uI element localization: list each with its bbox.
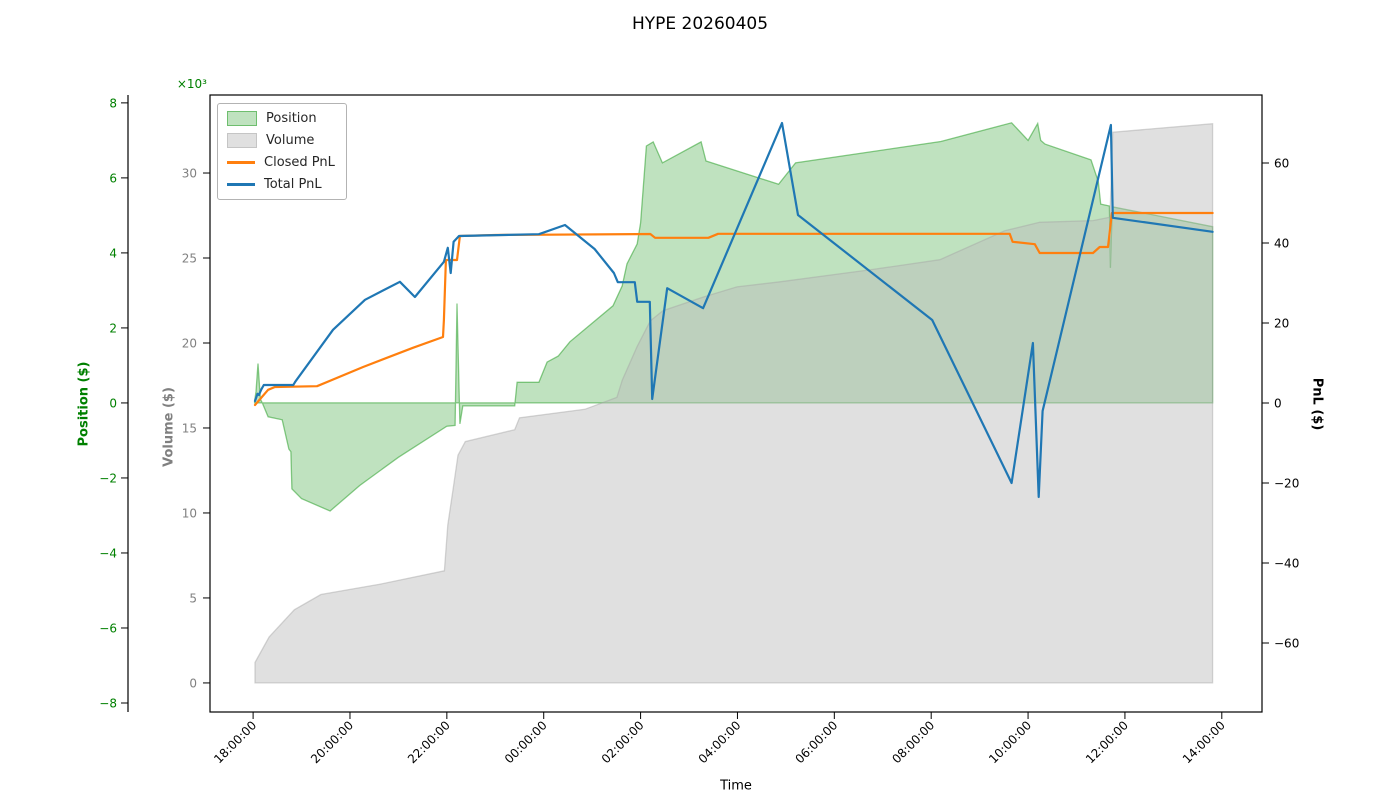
x-tick-label: 14:00:00 [1180,718,1228,766]
volume-axis-label: Volume ($) [161,387,177,467]
legend-item-position: Position [227,111,335,126]
pnl-tick-label: −20 [1274,477,1299,491]
pnl-tick-label: 40 [1274,237,1289,251]
pnl-tick-label: 0 [1274,397,1282,411]
legend-label: Volume [266,133,315,148]
legend-swatch [227,183,255,186]
x-tick-label: 20:00:00 [308,718,356,766]
pnl-axis-label: PnL ($) [1309,377,1325,431]
volume-tick-label: 0 [189,676,197,690]
legend-swatch [227,133,257,148]
position-tick-label: −6 [99,621,117,635]
series-volume-area [254,122,1214,684]
volume-tick-label: 30 [182,167,197,181]
x-tick-label: 18:00:00 [211,718,259,766]
legend-item-closed-pnl: Closed PnL [227,155,335,170]
x-tick-label: 10:00:00 [986,718,1034,766]
pnl-tick-label: −40 [1274,557,1299,571]
legend-label: Position [266,111,317,126]
x-tick-label: 06:00:00 [792,718,840,766]
chart-title: HYPE 20260405 [631,14,769,34]
series-closed-pnl-line [253,211,1214,407]
position-tick-label: 2 [109,321,117,335]
volume-tick-label: 20 [182,336,197,350]
pnl-tick-label: 60 [1274,157,1289,171]
position-tick-label: 4 [109,246,117,260]
position-tick-label: 6 [109,171,117,185]
pnl-tick-label: −60 [1274,637,1299,651]
volume-tick-label: 5 [189,591,197,605]
x-tick-label: 22:00:00 [405,718,453,766]
series-position-area [253,121,1214,512]
legend-item-volume: Volume [227,133,335,148]
x-tick-label: 12:00:00 [1083,718,1131,766]
legend-swatch [227,111,257,126]
x-tick-label: 02:00:00 [599,718,647,766]
legend-swatch [227,161,255,164]
time-axis-label: Time [720,778,752,794]
legend-item-total-pnl: Total PnL [227,177,335,192]
position-tick-label: −2 [99,471,117,485]
position-axis-label: Position ($) [76,361,92,447]
position-tick-label: 0 [109,396,117,410]
position-tick-label: −4 [99,546,117,560]
volume-tick-label: 15 [182,421,197,435]
legend-label: Total PnL [264,177,322,192]
position-tick-label: −8 [99,696,117,710]
legend-label: Closed PnL [264,155,335,170]
series-total-pnl-line [253,121,1214,499]
x-tick-label: 08:00:00 [889,718,937,766]
x-tick-label: 00:00:00 [502,718,550,766]
position-axis-offset: ×10³ [176,77,207,91]
volume-tick-label: 10 [182,506,197,520]
position-tick-label: 8 [109,96,117,110]
x-tick-label: 04:00:00 [696,718,744,766]
volume-tick-label: 25 [182,252,197,266]
legend: Position Volume Closed PnL Total PnL [217,103,347,200]
pnl-tick-label: 20 [1274,317,1289,331]
